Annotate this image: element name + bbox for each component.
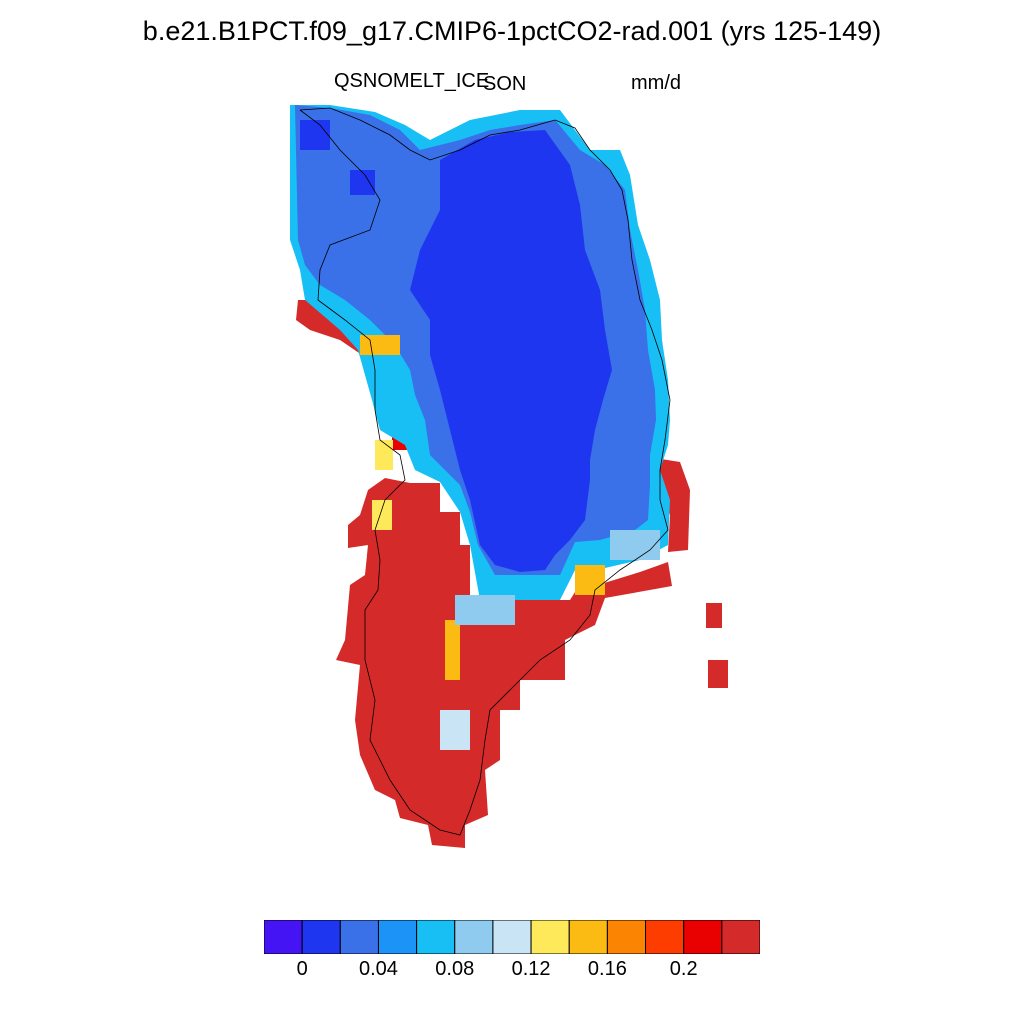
colorbar-swatch xyxy=(568,920,608,954)
season-label: SON xyxy=(483,73,527,95)
figure-title: b.e21.B1PCT.f09_g17.CMIP6-1pctCO2-rad.00… xyxy=(142,16,882,46)
colorbar-swatch xyxy=(339,920,379,954)
nw-dark-cell xyxy=(350,170,375,195)
colorbar-tick-label: 0 xyxy=(296,958,308,980)
south-red-region xyxy=(336,478,672,848)
colorbar-swatch xyxy=(416,920,456,954)
coastline xyxy=(299,107,671,836)
s-orange-cell xyxy=(575,565,605,595)
nw-dark-cell xyxy=(300,120,330,150)
colorbar-swatch xyxy=(606,920,647,954)
colorbar-swatch xyxy=(645,920,685,954)
colorbar-swatch xyxy=(530,920,570,954)
colorbar-swatch xyxy=(683,920,723,954)
colorbar-tick-label: 0.04 xyxy=(358,958,398,980)
colorbar-tick-label: 0.12 xyxy=(511,958,551,980)
southeast-island xyxy=(708,660,728,688)
greenland-map xyxy=(290,105,728,848)
colorbar-swatch xyxy=(301,920,341,954)
colorbar-swatch xyxy=(377,920,418,954)
sw-orange-cell xyxy=(360,335,400,355)
variable-label: QSNOMELT_ICE xyxy=(334,70,490,92)
sw-yellow-cell xyxy=(372,500,392,530)
sw-orange-cell xyxy=(445,620,460,680)
colorbar-swatch xyxy=(721,920,760,954)
colorbar xyxy=(264,920,760,954)
sw-yellow-cell xyxy=(375,440,393,470)
e-lightblue-cell xyxy=(610,530,660,560)
s-lightblue-cell xyxy=(440,710,470,750)
colorbar-swatch xyxy=(264,920,303,954)
colorbar-swatch xyxy=(454,920,494,954)
colorbar-ticks: 0 0.04 0.08 0.12 0.16 0.2 xyxy=(0,958,1024,988)
colorbar-tick-label: 0.08 xyxy=(435,958,475,980)
colorbar-tick-label: 0.2 xyxy=(669,958,698,980)
colorbar-swatch xyxy=(492,920,532,954)
colorbar-tick-label: 0.16 xyxy=(587,958,627,980)
s-lightblue-cell xyxy=(455,595,515,625)
units-label: mm/d xyxy=(631,72,681,94)
interior-ice xyxy=(410,130,612,572)
southeast-island xyxy=(706,603,722,628)
